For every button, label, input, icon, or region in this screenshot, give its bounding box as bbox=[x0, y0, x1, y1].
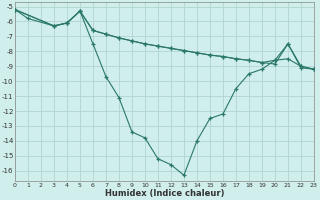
X-axis label: Humidex (Indice chaleur): Humidex (Indice chaleur) bbox=[105, 189, 224, 198]
